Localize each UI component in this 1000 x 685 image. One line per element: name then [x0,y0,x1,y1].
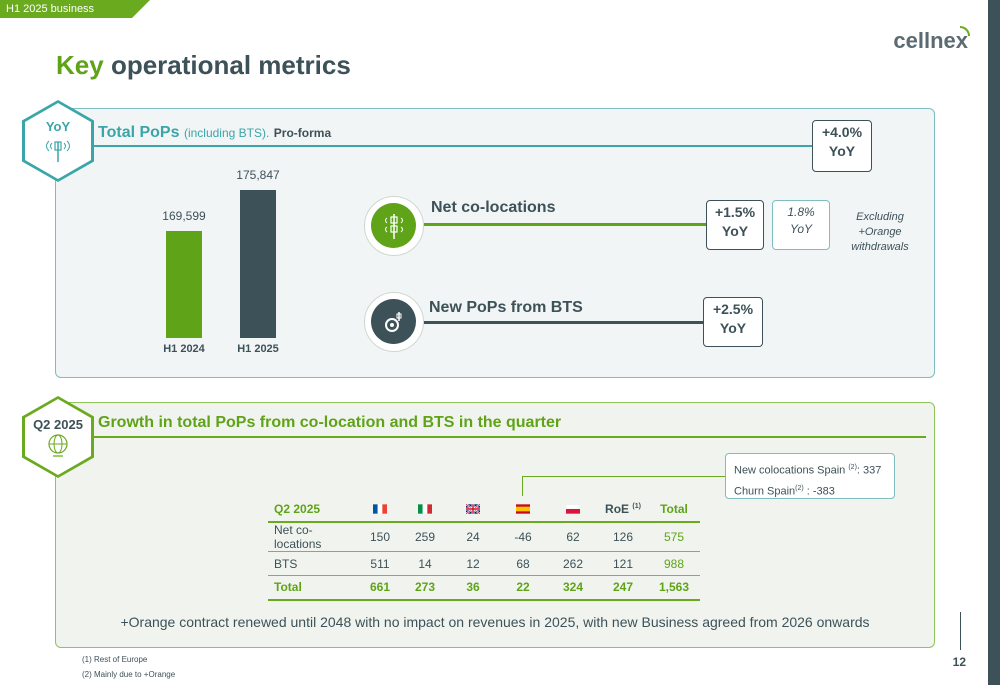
callout-line-1: New colocations Spain (2): 337 [734,464,882,477]
antenna-icon [46,140,70,162]
net-colocations-alt-value: 1.8% [787,205,815,219]
flag-spain-icon [498,496,548,523]
callout-connector-drop [522,476,523,496]
page-title: Key operational metrics [56,50,351,81]
bar-h1-2025 [240,190,276,338]
table-total-row: Total 661 273 36 22 324 247 1,563 [268,575,700,601]
bar-value-label: 169,599 [162,208,206,223]
total-pops-rule [90,145,820,147]
net-colocations-yoy-value: +1.5% [714,204,756,220]
table-cell-total: 575 [648,522,700,552]
bts-yoy-badge: +2.5% YoY [703,297,763,347]
table-cell: 661 [358,575,402,601]
table-cell: 126 [598,522,648,552]
table-cell: 24 [448,522,498,552]
net-colocations-alt-label: YoY [789,222,813,236]
net-colocations-alt-badge: 1.8% YoY [772,200,830,250]
row-label: Total [268,575,358,601]
table-cell: 150 [358,522,402,552]
total-yoy-label: YoY [828,143,856,159]
table-cell: -46 [498,522,548,552]
bar-h1-2024 [166,230,202,338]
bts-circle [364,292,424,352]
bts-yoy-label: YoY [719,320,747,336]
yoy-hex-label: YoY [45,118,71,134]
row-label: BTS [268,551,358,576]
excluding-orange-note: Excluding +Orange withdrawals [851,211,909,253]
table-cell: 259 [402,522,448,552]
table-cell: 262 [548,551,598,576]
net-colocations-rule [424,223,706,226]
flag-france-icon [358,496,402,523]
table-cell: 273 [402,575,448,601]
callout-line-2: Churn Spain(2) : -383 [734,484,835,498]
table-cell: 14 [402,551,448,576]
total-yoy-value: +4.0% [821,124,863,140]
table-cell: 247 [598,575,648,601]
orange-contract-statement: +Orange contract renewed until 2048 with… [120,614,870,630]
q2-hex-label: Q2 2025 [33,416,83,432]
logo-wave-icon [960,26,970,36]
total-pops-title-proforma: Pro-forma [273,126,332,140]
section-tag: H1 2025 business performance [0,0,150,18]
net-colocations-yoy-badge: +1.5% YoY [706,200,764,250]
total-pops-title-sub: (including BTS). [183,126,270,140]
table-cell: 62 [548,522,598,552]
footnote-2: (2) Mainly due to +Orange [82,670,176,679]
table-cell-total: 1,563 [648,575,700,601]
bts-title: New PoPs from BTS [429,299,583,316]
flag-italy-icon [402,496,448,523]
total-pops-title-main: Total PoPs [98,124,180,141]
table-cell: 511 [358,551,402,576]
table-cell: 121 [598,551,648,576]
quarter-pops-table: Q2 2025 RoE (1) Total Net co-locations 1… [268,496,700,601]
globe-icon [48,433,68,457]
bar-category-label: H1 2024 [163,343,205,355]
bts-gear-icon [384,311,401,332]
quarter-growth-title: Growth in total PoPs from co-location an… [98,414,562,431]
table-header-period: Q2 2025 [268,496,358,523]
table-cell: 68 [498,551,548,576]
footnote-1: (1) Rest of Europe [82,655,148,664]
table-row: BTS 511 14 12 68 262 121 988 [268,551,700,576]
tower-icon [384,213,403,239]
callout-connector [522,476,725,477]
bar-category-label: H1 2025 [237,343,279,355]
page-number: 12 [952,655,966,669]
table-header-roe: RoE (1) [598,496,648,523]
net-colocations-title: Net co-locations [431,199,556,216]
right-accent-band [988,0,1000,685]
spain-callout: New colocations Spain (2): 337 Churn Spa… [725,453,895,499]
net-colocations-yoy-label: YoY [721,223,749,239]
table-cell: 12 [448,551,498,576]
row-label: Net co-locations [268,522,358,552]
page-divider [960,612,961,650]
bar-value-label: 175,847 [236,168,280,182]
table-cell: 324 [548,575,598,601]
title-highlight: Key [56,50,104,80]
total-pops-title: Total PoPs (including BTS). Pro-forma [98,124,331,142]
cellnex-logo: cellnex [893,28,968,53]
flag-uk-icon [448,496,498,523]
quarter-growth-rule [90,436,926,438]
table-row: Net co-locations 150 259 24 -46 62 126 5… [268,522,700,552]
table-cell: 36 [448,575,498,601]
table-cell-total: 988 [648,551,700,576]
total-yoy-badge: +4.0% YoY [812,120,872,172]
table-cell: 22 [498,575,548,601]
net-colocations-circle [364,196,424,256]
flag-poland-icon [548,496,598,523]
table-header-total: Total [648,496,700,523]
bts-rule [424,321,706,324]
title-rest: operational metrics [110,50,351,80]
bts-yoy-value: +2.5% [712,301,754,317]
table-header-row: Q2 2025 RoE (1) Total [268,496,700,523]
